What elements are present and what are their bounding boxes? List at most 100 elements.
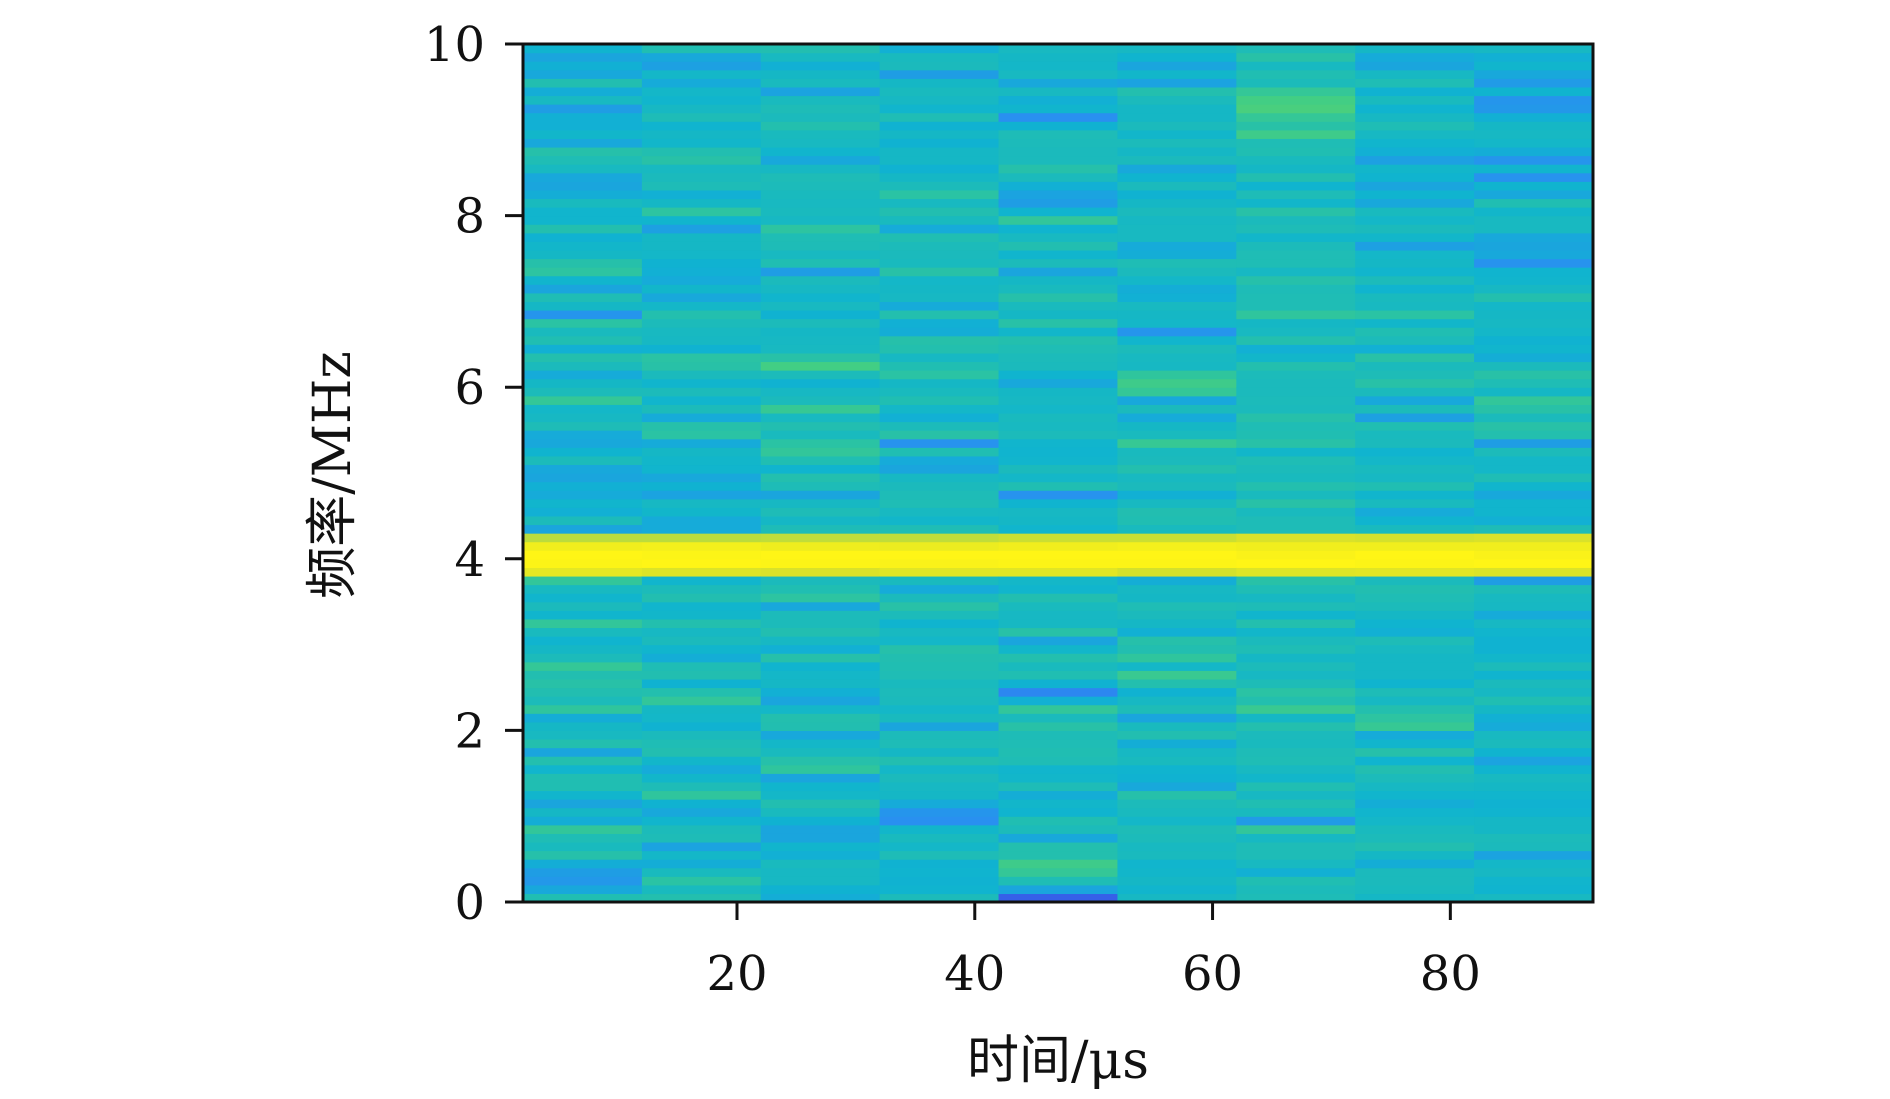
heatmap-cell [1117, 816, 1237, 826]
heatmap-cell [998, 95, 1119, 105]
heatmap-cell [998, 490, 1119, 500]
heatmap-cell [879, 52, 1000, 62]
heatmap-cell [1355, 678, 1475, 689]
heatmap-cell [523, 421, 643, 431]
heatmap-cell [641, 833, 762, 843]
heatmap-cell [1236, 721, 1356, 731]
heatmap-cell [760, 636, 881, 646]
heatmap-cell [998, 859, 1119, 869]
heatmap-cell [879, 181, 1000, 191]
heatmap-cell [998, 412, 1119, 423]
heatmap-cell [879, 464, 1000, 474]
heatmap-cell [760, 816, 881, 826]
heatmap-cell [1355, 575, 1475, 586]
heatmap-cell [1355, 541, 1475, 551]
heatmap-cell [523, 172, 643, 182]
heatmap-cell [998, 464, 1119, 474]
heatmap-cell [641, 112, 762, 122]
heatmap-cell [998, 841, 1119, 852]
heatmap-cell [998, 730, 1119, 740]
heatmap-cell [1474, 627, 1594, 637]
heatmap-cell [523, 678, 643, 689]
heatmap-cell [1236, 129, 1356, 139]
heatmap-cell [1355, 756, 1475, 766]
heatmap-cell [1117, 644, 1237, 654]
heatmap-cell [760, 747, 881, 757]
heatmap-cell [1474, 859, 1594, 869]
heatmap-cell [523, 738, 643, 749]
heatmap-cell [523, 550, 643, 560]
heatmap-cell [1474, 799, 1594, 809]
heatmap-cell [1117, 473, 1237, 483]
heatmap-cell [879, 490, 1000, 500]
heatmap-cell [1355, 644, 1475, 654]
heatmap-cell [998, 318, 1119, 328]
heatmap-cell [1474, 232, 1594, 242]
heatmap-cell [998, 292, 1119, 302]
heatmap-cell [1236, 104, 1356, 114]
heatmap-cell [998, 370, 1119, 380]
heatmap-cell [760, 550, 881, 560]
heatmap-cell [879, 799, 1000, 809]
heatmap-cell [760, 670, 881, 680]
heatmap-cell [879, 207, 1000, 217]
heatmap-cell [1474, 387, 1594, 397]
heatmap-cell [998, 738, 1119, 749]
heatmap-cell [1355, 730, 1475, 740]
heatmap-cell [1117, 181, 1237, 191]
heatmap-cell [879, 370, 1000, 380]
heatmap-cell [879, 850, 1000, 860]
heatmap-cell [998, 473, 1119, 483]
heatmap-cell [998, 876, 1119, 886]
heatmap-cell [641, 893, 762, 903]
heatmap-cell [641, 773, 762, 783]
heatmap-cell [1117, 558, 1237, 568]
heatmap-cell [523, 593, 643, 603]
heatmap-cell [1474, 327, 1594, 337]
heatmap-cell [523, 841, 643, 852]
heatmap-cell [998, 146, 1119, 157]
heatmap-cell [1355, 636, 1475, 646]
heatmap-cell [879, 421, 1000, 431]
heatmap-cell [879, 335, 1000, 345]
heatmap-cell [1236, 189, 1356, 200]
heatmap-cell [879, 241, 1000, 251]
heatmap-cell [760, 473, 881, 483]
heatmap-cell [523, 61, 643, 71]
heatmap-cell [1355, 738, 1475, 749]
heatmap-cell [1117, 292, 1237, 302]
heatmap-cell [760, 284, 881, 294]
heatmap-cell [1236, 884, 1356, 895]
heatmap-cell [523, 653, 643, 663]
heatmap-cell [523, 78, 643, 88]
heatmap-cell [1236, 781, 1356, 792]
heatmap-cell [998, 824, 1119, 834]
heatmap-cell [879, 824, 1000, 834]
heatmap-cell [641, 387, 762, 397]
heatmap-cell [1474, 498, 1594, 508]
heatmap-cell [523, 575, 643, 586]
heatmap-cell [1117, 670, 1237, 680]
heatmap-cell [641, 507, 762, 517]
heatmap-cell [1117, 841, 1237, 852]
heatmap-cell [998, 327, 1119, 337]
heatmap-cell [1117, 618, 1237, 629]
heatmap-cell [760, 575, 881, 586]
heatmap-cell [641, 275, 762, 285]
heatmap-cell [1355, 164, 1475, 174]
heatmap-cell [998, 164, 1119, 174]
heatmap-cell [641, 335, 762, 345]
heatmap-cell [523, 558, 643, 568]
heatmap-cell [1117, 78, 1237, 88]
heatmap-cell [1474, 309, 1594, 320]
heatmap-cell [760, 481, 881, 491]
heatmap-cell [1236, 738, 1356, 749]
heatmap-cell [1355, 181, 1475, 191]
heatmap-cell [523, 198, 643, 208]
heatmap-cell [998, 181, 1119, 191]
heatmap-cell [1355, 773, 1475, 783]
heatmap-cell [879, 430, 1000, 440]
heatmap-cell [1474, 567, 1594, 577]
heatmap-cell [1474, 412, 1594, 423]
heatmap-cell [641, 713, 762, 723]
